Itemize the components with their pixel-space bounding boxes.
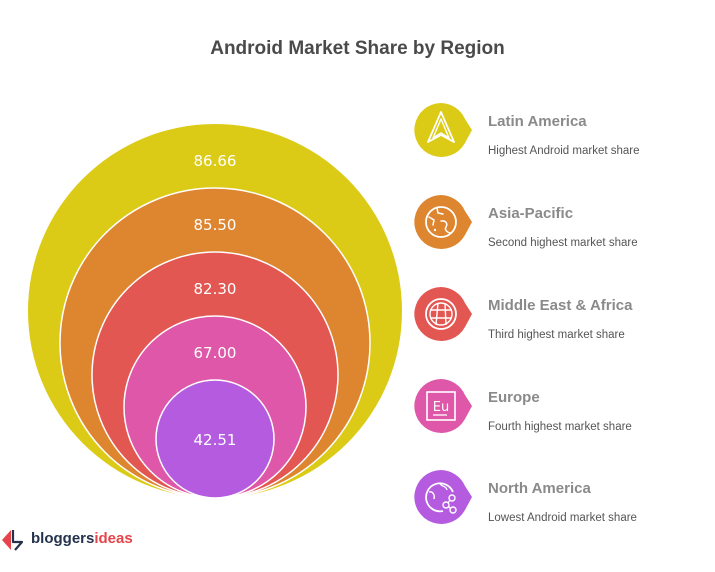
globe-map-icon <box>414 195 472 249</box>
eu-box-icon: Eu <box>414 379 472 433</box>
value-label-latin-america: 86.66 <box>193 152 237 170</box>
legend-item-asia-pacific: Asia-Pacific Second highest market share <box>413 193 713 255</box>
value-label-europe: 67.00 <box>193 344 237 362</box>
chart-title: Android Market Share by Region <box>210 38 505 59</box>
legend-title: North America <box>488 480 591 497</box>
legend-description: Highest Android market share <box>488 145 640 157</box>
bloggersideas-logo: bloggersideas <box>0 526 160 554</box>
logo-mark-icon <box>2 530 24 551</box>
value-label-middle-east-africa: 82.30 <box>193 280 237 298</box>
legend-item-europe: Eu Europe Fourth highest market share <box>413 377 713 439</box>
legend-description: Fourth highest market share <box>488 421 632 433</box>
legend-description: Third highest market share <box>488 329 625 341</box>
legend-item-latin-america: Latin America Highest Android market sha… <box>413 101 713 163</box>
value-label-asia-pacific: 85.50 <box>193 216 237 234</box>
svg-text:Eu: Eu <box>433 400 449 415</box>
circle-north-america <box>155 379 275 499</box>
legend-title: Europe <box>488 389 540 406</box>
legend-title: Asia-Pacific <box>488 205 574 222</box>
legend-title: Middle East & Africa <box>488 297 633 314</box>
globe-grid-icon <box>414 287 472 341</box>
legend-description: Second highest market share <box>488 237 638 249</box>
logo-text: bloggersideas <box>31 530 133 547</box>
legend-item-middle-east-africa: Middle East & Africa Third highest marke… <box>413 285 713 347</box>
legend-item-north-america: North America Lowest Android market shar… <box>413 468 713 530</box>
legend-description: Lowest Android market share <box>488 512 637 524</box>
navigation-arrow-icon <box>414 103 472 157</box>
legend-title: Latin America <box>488 113 587 130</box>
globe-share-icon <box>414 470 472 524</box>
value-label-north-america: 42.51 <box>193 431 237 449</box>
